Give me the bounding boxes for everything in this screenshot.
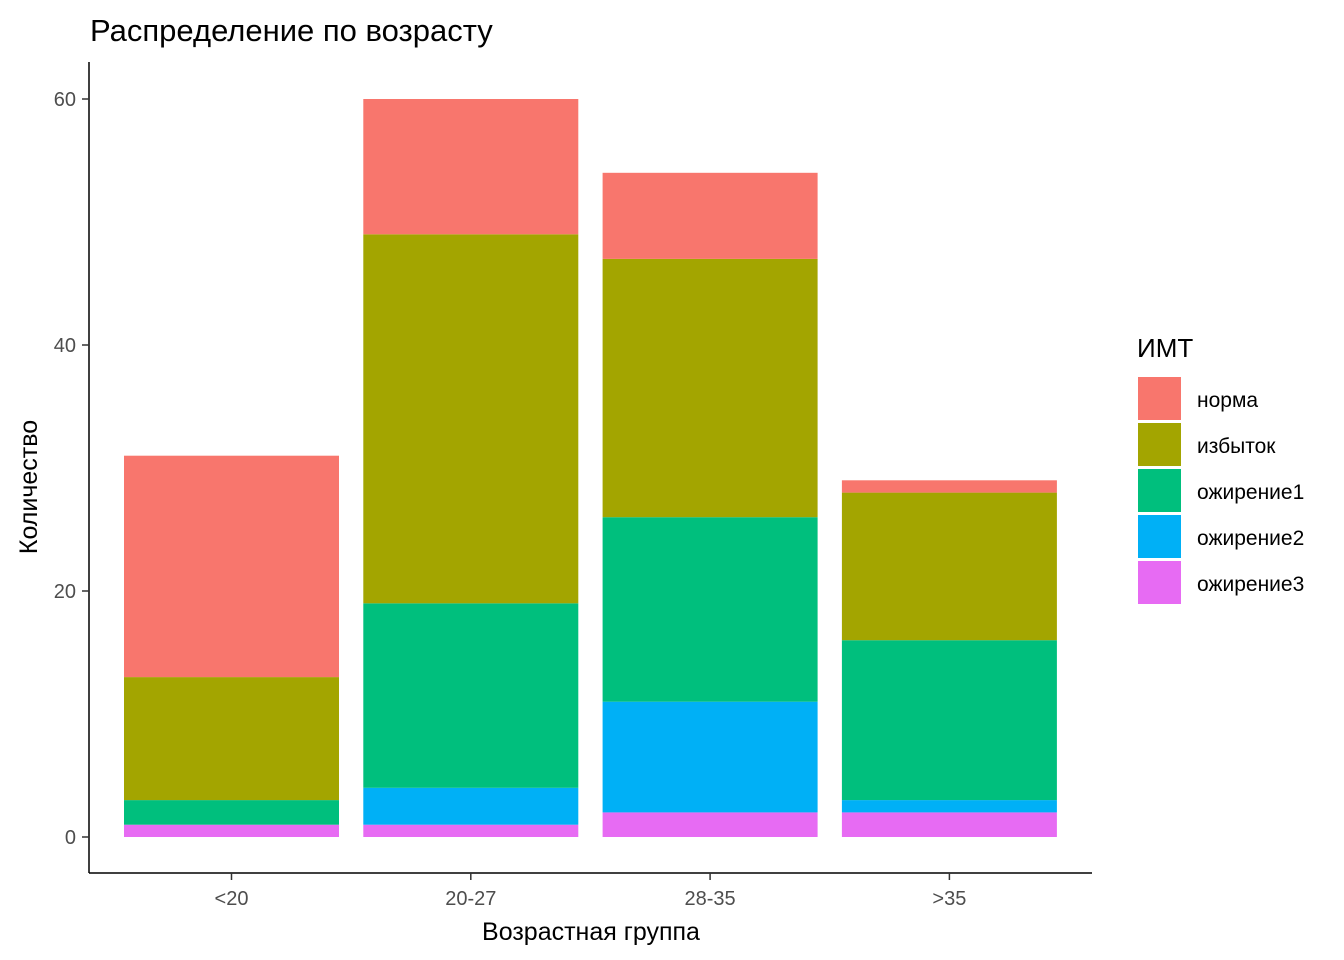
bar-segment: [602, 172, 818, 259]
bar-segment: [124, 824, 339, 837]
bar-segment: [363, 787, 579, 825]
bar-segment: [602, 258, 818, 518]
x-tick-label: 28-35: [685, 888, 736, 910]
legend-label: ожирение1: [1197, 481, 1304, 504]
chart-title: Распределение по возрасту: [90, 13, 493, 48]
y-tick-label: 60: [54, 89, 76, 111]
y-tick-label: 40: [54, 335, 76, 357]
bar-segment: [124, 800, 339, 825]
legend-title: ИМТ: [1137, 333, 1193, 363]
legend-swatch: [1138, 561, 1181, 604]
plot-area: 0 20 40 60 <20 20-27 28-35 >35: [54, 62, 1092, 910]
x-tick-label: <20: [215, 888, 249, 910]
bar-segment: [841, 480, 1057, 493]
legend-swatch: [1138, 469, 1181, 512]
legend-swatch: [1138, 377, 1181, 420]
legend-label: норма: [1197, 389, 1258, 412]
x-tick-label: >35: [932, 888, 966, 910]
bar-segment: [363, 234, 579, 604]
bar-segment: [124, 455, 339, 678]
legend-swatch: [1138, 423, 1181, 466]
y-tick-label: 20: [54, 581, 76, 603]
bar-segment: [124, 677, 339, 801]
bar-segment: [363, 99, 579, 235]
bar-segment: [363, 603, 579, 788]
legend-swatch: [1138, 515, 1181, 558]
bar-segment: [363, 824, 579, 837]
legend-label: ожирение2: [1197, 527, 1304, 550]
bar-segment: [841, 640, 1057, 801]
y-tick-label: 0: [65, 827, 76, 849]
x-axis-title: Возрастная группа: [482, 918, 700, 946]
bar-segment: [841, 800, 1057, 813]
bar-segment: [841, 812, 1057, 837]
bar-segment: [602, 701, 818, 813]
legend-label: ожирение3: [1197, 573, 1304, 596]
legend: ИМТ норма избыток ожирение1 ожирение2 ожирен…: [1137, 333, 1304, 604]
bar-segment: [602, 517, 818, 702]
bar-segment: [841, 492, 1057, 641]
bar-segment: [602, 812, 818, 837]
legend-label: избыток: [1197, 435, 1276, 458]
x-tick-label: 20-27: [445, 888, 496, 910]
y-axis-title: Количество: [15, 420, 43, 554]
